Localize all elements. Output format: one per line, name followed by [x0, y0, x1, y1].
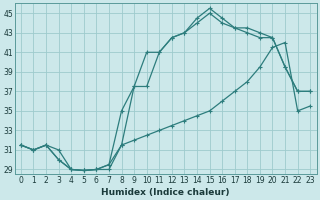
X-axis label: Humidex (Indice chaleur): Humidex (Indice chaleur) [101, 188, 230, 197]
